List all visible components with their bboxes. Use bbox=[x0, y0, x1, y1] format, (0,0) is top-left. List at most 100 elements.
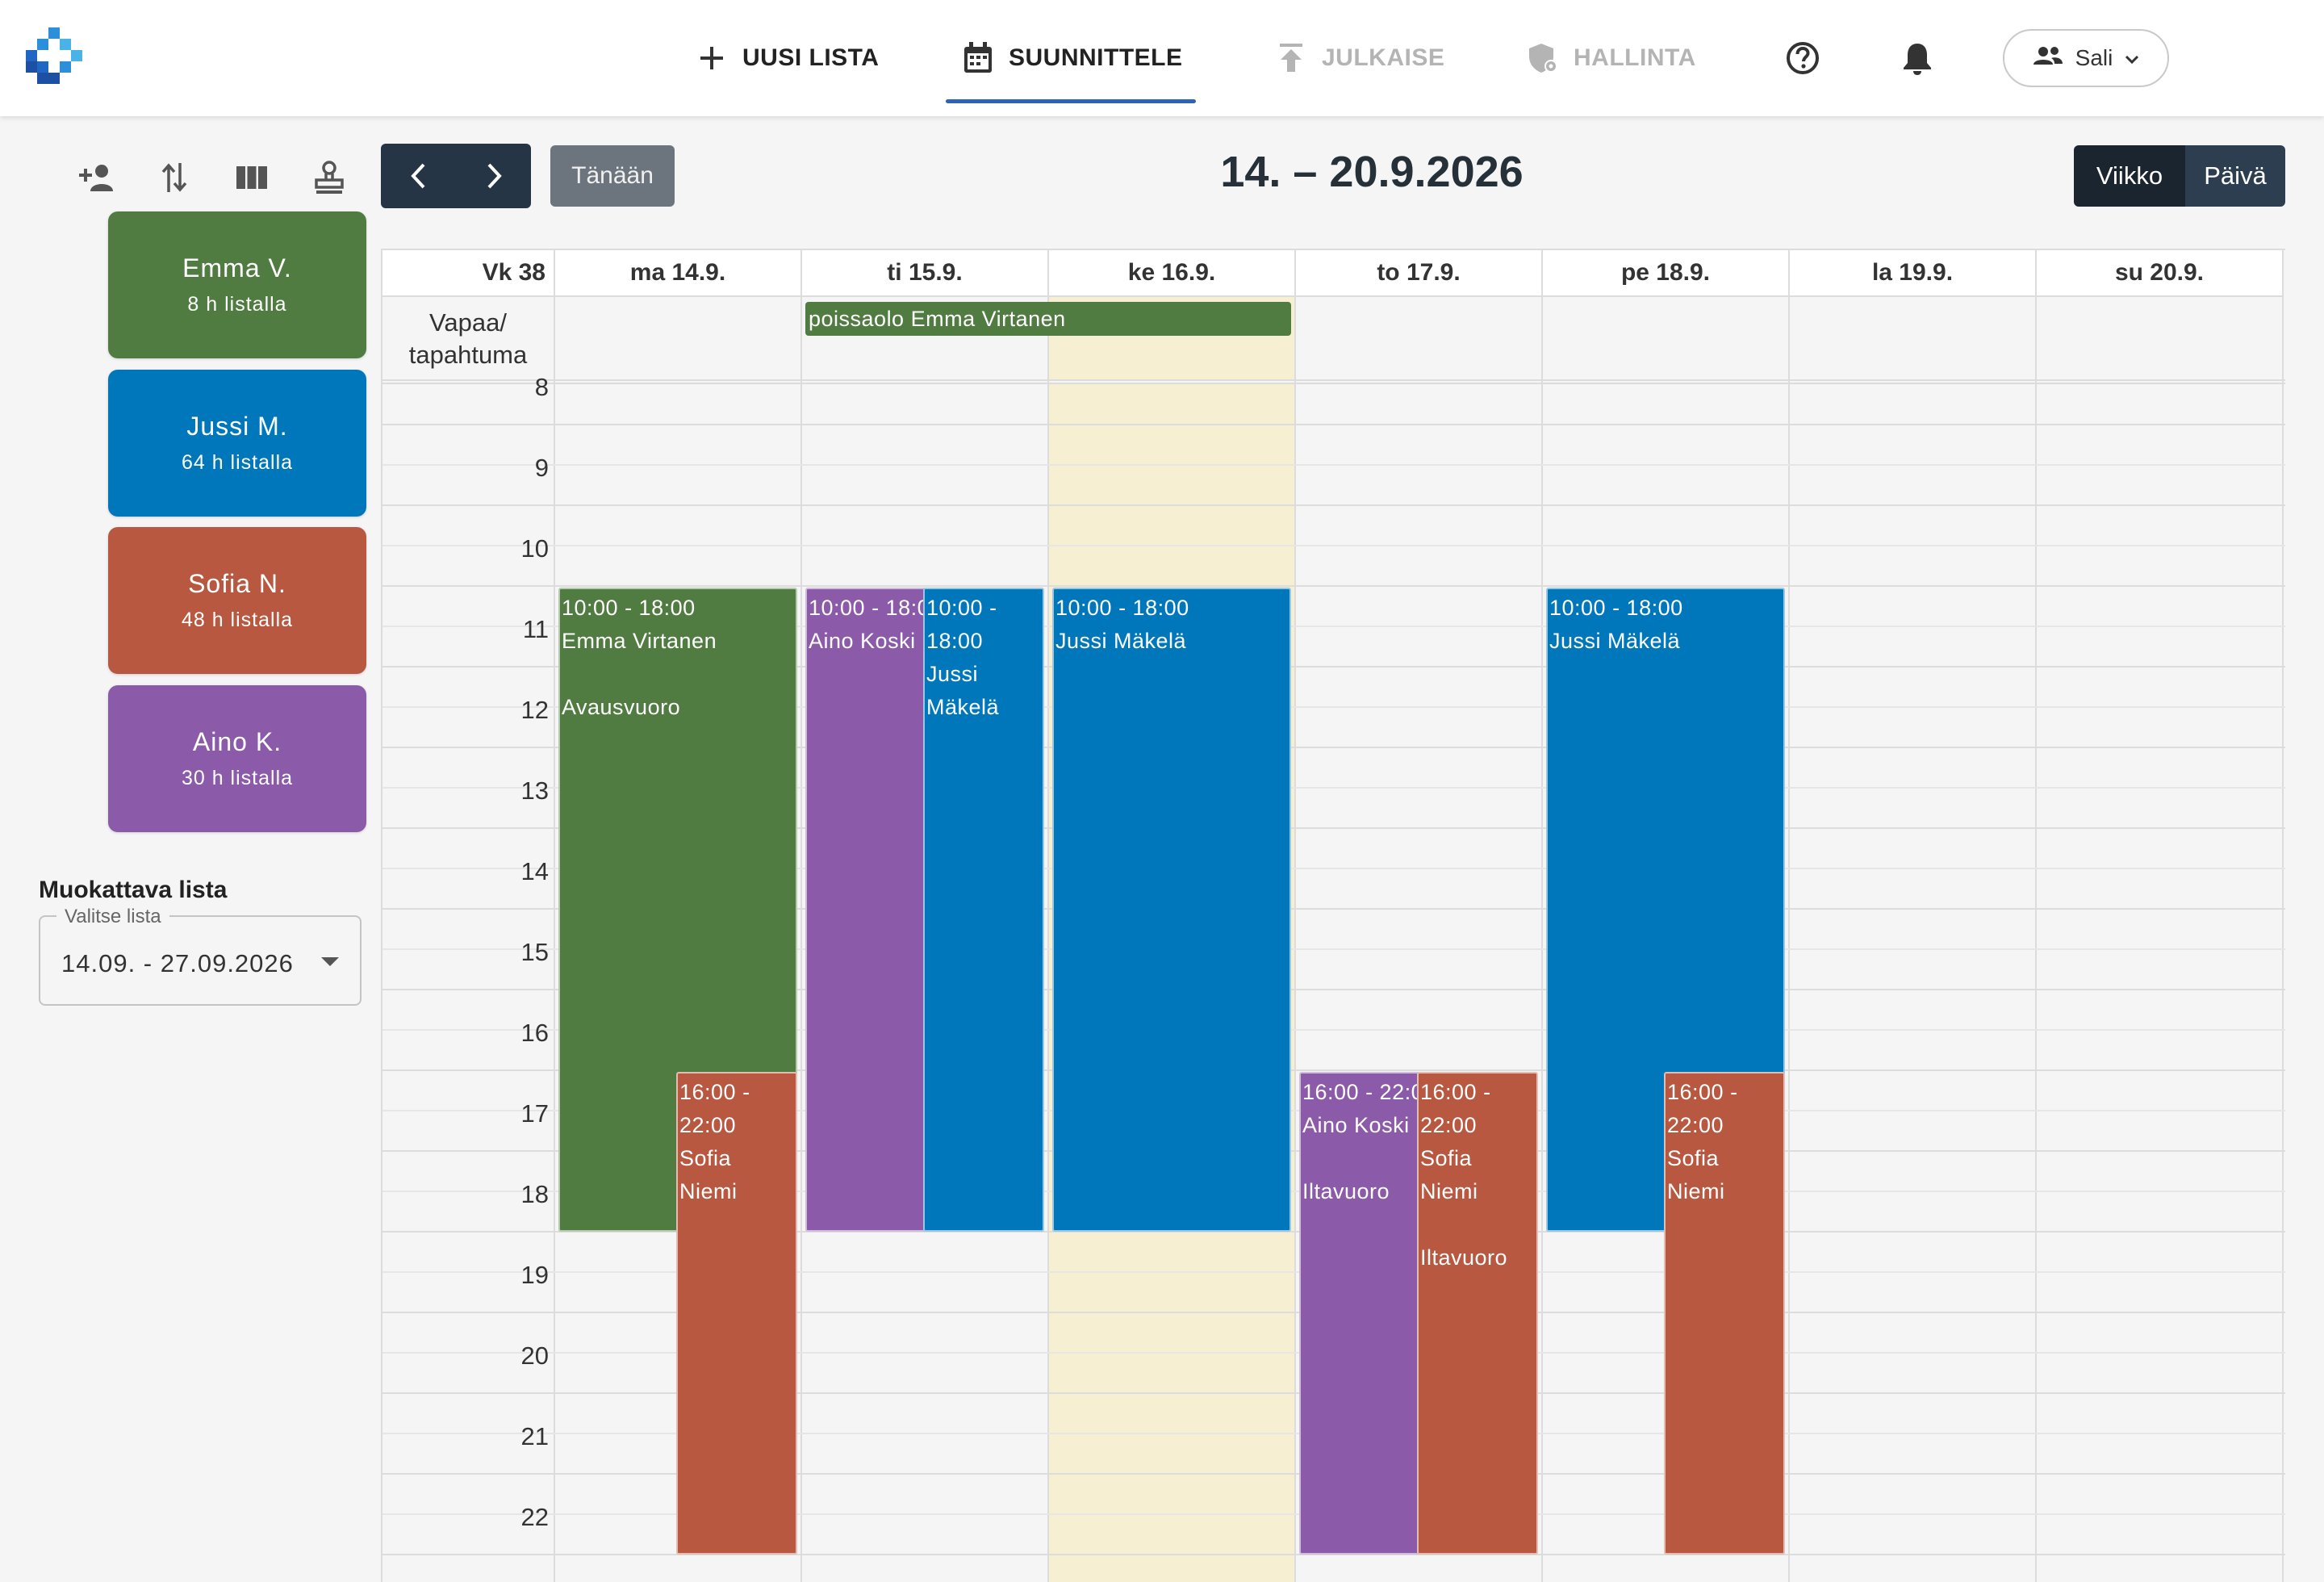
hour-line bbox=[382, 989, 2285, 990]
shift-text: Jussi bbox=[926, 662, 979, 686]
day-header[interactable]: ke 16.9. bbox=[1049, 250, 1296, 297]
nav-publish[interactable]: JULKAISE bbox=[1275, 0, 1444, 116]
view-week-button[interactable]: Viikko bbox=[2074, 145, 2185, 207]
hour-label: 16 bbox=[520, 1019, 549, 1047]
shift-text: 22:00 bbox=[1420, 1113, 1478, 1137]
half-hour-line bbox=[382, 787, 2285, 789]
view-day-button[interactable]: Päivä bbox=[2185, 145, 2285, 207]
employee-card[interactable]: Aino K. 30 h listalla bbox=[108, 685, 366, 832]
next-week-button[interactable] bbox=[456, 144, 531, 208]
hour-label: 11 bbox=[522, 615, 549, 643]
employee-card[interactable]: Jussi M. 64 h listalla bbox=[108, 370, 366, 517]
allday-cell[interactable] bbox=[555, 297, 802, 383]
help-icon[interactable] bbox=[1780, 36, 1825, 81]
half-hour-line bbox=[382, 948, 2285, 950]
nav-admin[interactable]: HALLINTA bbox=[1527, 0, 1696, 116]
chevron-down-icon bbox=[2124, 45, 2140, 71]
shift-event[interactable]: 10:00 - 18:00 Jussi Mäkelä bbox=[923, 588, 1044, 1232]
shift-text: 10:00 - 18:00 bbox=[1055, 596, 1189, 620]
plus-icon bbox=[696, 42, 728, 74]
shift-text: 16:00 - bbox=[679, 1080, 750, 1104]
allday-cell[interactable] bbox=[1790, 297, 2037, 383]
column-divider bbox=[1541, 384, 1543, 1582]
employee-hours: 48 h listalla bbox=[181, 609, 294, 631]
employee-card[interactable]: Sofia N. 48 h listalla bbox=[108, 527, 366, 674]
shift-text: Mäkelä bbox=[926, 695, 1000, 719]
shift-text: 10:00 - 18:00 bbox=[809, 596, 923, 620]
today-button[interactable]: Tänään bbox=[550, 145, 675, 207]
employee-name: Aino K. bbox=[192, 727, 282, 756]
group-icon bbox=[2032, 45, 2064, 72]
shift-text: Sofia bbox=[679, 1146, 732, 1170]
allday-row-label: Vapaa/ tapahtuma bbox=[382, 297, 555, 383]
shift-text: 16:00 - bbox=[1667, 1080, 1738, 1104]
allday-cell[interactable] bbox=[1543, 297, 1790, 383]
half-hour-line bbox=[382, 868, 2285, 869]
half-hour-line bbox=[382, 706, 2285, 708]
week-number: Vk 38 bbox=[382, 250, 555, 297]
add-person-icon[interactable] bbox=[74, 155, 119, 200]
date-range-title: 14. – 20.9.2026 bbox=[1220, 148, 1524, 196]
location-selector[interactable]: Sali bbox=[2003, 29, 2169, 87]
day-header[interactable]: ti 15.9. bbox=[802, 250, 1049, 297]
shift-event[interactable]: 10:00 - 18:00 Jussi Mäkelä bbox=[1052, 588, 1291, 1232]
shift-event[interactable]: 10:00 - 18:00 Aino Koski bbox=[805, 588, 926, 1232]
shift-event[interactable]: 16:00 - 22:00 Sofia Niemi Iltavuoro bbox=[1417, 1072, 1538, 1555]
hour-label: 15 bbox=[520, 938, 549, 966]
nav-new-list[interactable]: UUSI LISTA bbox=[696, 0, 879, 116]
hour-label: 21 bbox=[520, 1422, 549, 1450]
allday-cell[interactable] bbox=[2037, 297, 2284, 383]
columns-icon[interactable] bbox=[229, 155, 274, 200]
shift-text: 16:00 - bbox=[1420, 1080, 1491, 1104]
hour-line bbox=[382, 908, 2285, 910]
employee-card[interactable]: Emma V. 8 h listalla bbox=[108, 211, 366, 358]
list-select-label: Valitse lista bbox=[56, 906, 169, 928]
shift-text: Iltavuoro bbox=[1302, 1179, 1390, 1203]
nav-publish-label: JULKAISE bbox=[1322, 44, 1445, 71]
shift-text: Niemi bbox=[1420, 1179, 1478, 1203]
allday-cell[interactable] bbox=[1049, 297, 1296, 383]
sort-icon[interactable] bbox=[152, 155, 197, 200]
day-header[interactable]: su 20.9. bbox=[2037, 250, 2284, 297]
allday-cell[interactable] bbox=[802, 297, 1049, 383]
dropdown-caret-icon bbox=[321, 957, 339, 966]
shift-text: Sofia bbox=[1667, 1146, 1720, 1170]
column-divider bbox=[1788, 384, 1790, 1582]
location-label: Sali bbox=[2075, 45, 2113, 70]
allday-separator bbox=[382, 379, 2285, 384]
stamp-icon[interactable] bbox=[307, 155, 352, 200]
shift-text: Niemi bbox=[679, 1179, 738, 1203]
previous-week-button[interactable] bbox=[381, 144, 456, 208]
day-header[interactable]: ma 14.9. bbox=[555, 250, 802, 297]
shift-text: Emma Virtanen bbox=[562, 629, 717, 653]
shift-event[interactable]: 16:00 - 22:00 Aino Koski Iltavuoro bbox=[1299, 1072, 1420, 1555]
half-hour-line bbox=[382, 464, 2285, 466]
app-logo[interactable] bbox=[24, 27, 86, 89]
calendar-icon bbox=[962, 42, 994, 74]
hour-line bbox=[382, 424, 2285, 425]
nav-plan[interactable]: SUUNNITTELE bbox=[946, 0, 1195, 116]
hour-line bbox=[382, 827, 2285, 829]
shift-text: 16:00 - 22:00 bbox=[1302, 1080, 1417, 1104]
notifications-bell-icon[interactable] bbox=[1895, 36, 1940, 81]
column-divider bbox=[554, 384, 555, 1582]
shift-text: Jussi Mäkelä bbox=[1055, 629, 1187, 653]
hour-label: 18 bbox=[520, 1180, 549, 1208]
shift-event[interactable]: 16:00 - 22:00 Sofia Niemi bbox=[1664, 1072, 1785, 1555]
shift-text: 18:00 bbox=[926, 629, 984, 653]
absence-event[interactable]: poissaolo Emma Virtanen bbox=[805, 302, 1291, 336]
shift-event[interactable]: 16:00 - 22:00 Sofia Niemi bbox=[676, 1072, 797, 1555]
employee-name: Jussi M. bbox=[186, 412, 288, 441]
allday-cell[interactable] bbox=[1296, 297, 1543, 383]
editable-list-title: Muokattava lista bbox=[39, 877, 228, 903]
admin-shield-icon bbox=[1527, 42, 1559, 74]
day-header[interactable]: to 17.9. bbox=[1296, 250, 1543, 297]
shift-text: Niemi bbox=[1667, 1179, 1725, 1203]
day-header[interactable]: la 19.9. bbox=[1790, 250, 2037, 297]
day-header[interactable]: pe 18.9. bbox=[1543, 250, 1790, 297]
hour-label: 17 bbox=[520, 1099, 549, 1128]
shift-spacer bbox=[1420, 1208, 1535, 1241]
list-select[interactable]: Valitse lista 14.09. - 27.09.2026 bbox=[39, 906, 362, 1006]
hour-label: 20 bbox=[520, 1341, 549, 1370]
shift-text: Sofia bbox=[1420, 1146, 1473, 1170]
